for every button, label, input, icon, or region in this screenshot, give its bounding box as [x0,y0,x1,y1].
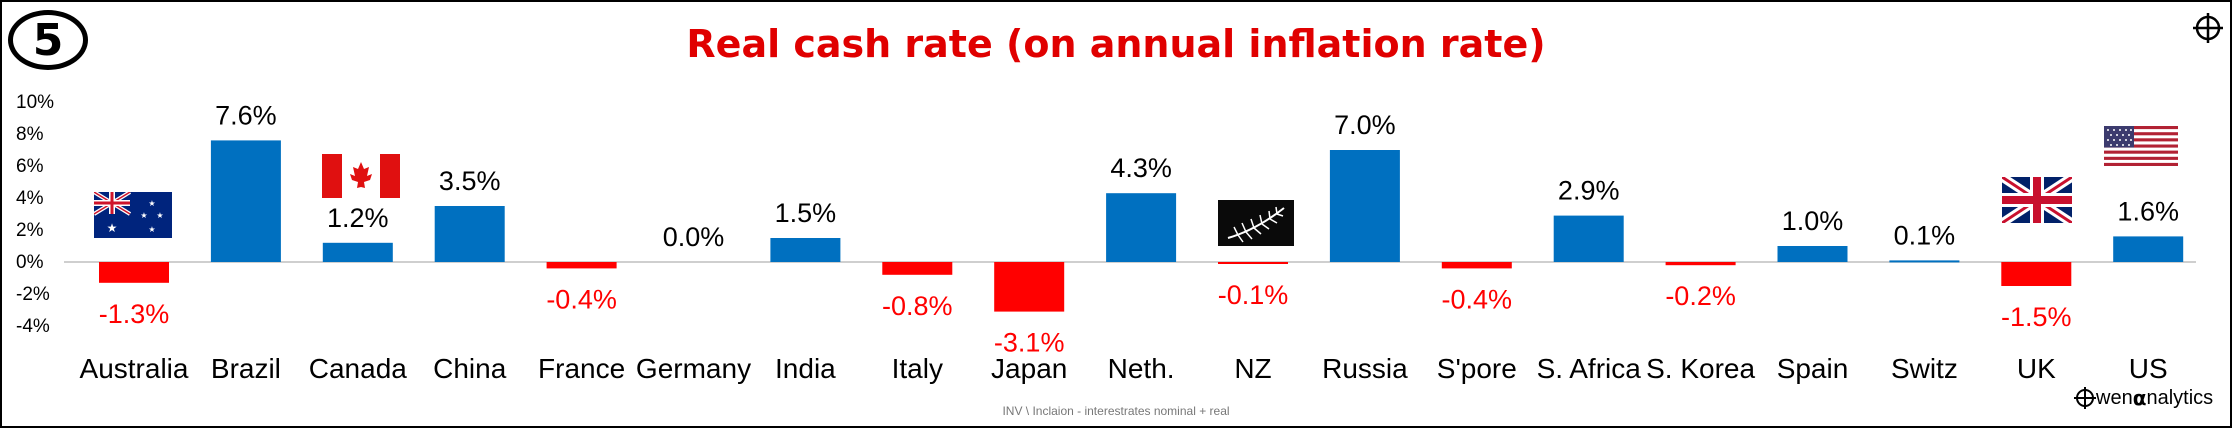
data-label: -0.4% [546,284,617,314]
data-label: 0.1% [1894,220,1956,250]
data-label: -0.1% [1218,280,1289,310]
category-label: S'pore [1437,353,1517,384]
y-tick-label: 6% [16,156,44,177]
data-label: -0.4% [1442,284,1513,314]
bar [2001,262,2072,286]
category-label: Switz [1891,353,1958,384]
bar [1665,262,1736,266]
us-flag-icon [2104,126,2178,166]
data-label: 1.6% [2117,196,2179,226]
data-label: -3.1% [994,328,1065,358]
y-tick-label: 10% [16,92,54,113]
category-label: S. Africa [1537,353,1642,384]
category-label: UK [2017,353,2056,384]
data-label: 4.3% [1110,153,1172,183]
data-label: -0.2% [1665,281,1736,311]
bar [99,262,169,283]
data-label: -0.8% [882,291,953,321]
svg-text:★: ★ [156,211,163,220]
brand-text-suffix: nalytics [2146,386,2214,409]
category-label: Spain [1777,353,1849,384]
bar [770,238,841,262]
australia-flag-icon: ★ ★ ★ ★ ★ [94,192,172,238]
bar [882,262,953,275]
y-tick-label: -2% [16,284,50,305]
svg-text:★: ★ [148,199,155,208]
data-label: 3.5% [439,166,501,196]
category-label: US [2129,353,2168,384]
category-label: Neth. [1108,353,1175,384]
data-label: 7.0% [1334,110,1396,140]
canada-flag-icon [322,154,400,198]
bar [1329,150,1400,262]
brand-alpha: α [2132,386,2147,410]
data-label: 1.2% [327,203,389,233]
category-label: France [538,353,625,384]
bar [322,242,393,262]
bar [210,140,281,262]
category-label: Brazil [211,353,281,384]
data-label: 2.9% [1558,176,1620,206]
category-label: India [775,353,836,384]
category-label: Germany [636,353,751,384]
category-label: Japan [991,353,1067,384]
bar [1553,215,1624,262]
y-tick-label: 4% [16,188,44,209]
bar [1106,193,1177,262]
category-label: China [433,353,507,384]
bar [1218,262,1288,264]
bar [2113,236,2184,262]
y-tick-label: -4% [16,316,50,337]
data-label: -1.5% [2001,302,2072,332]
new-zealand-fern-flag-icon [1218,200,1294,246]
y-tick-label: 2% [16,220,44,241]
data-label: 7.6% [215,100,277,130]
category-label: S. Korea [1646,353,1755,384]
brand-logo: wen α nalytics [2074,386,2213,410]
data-label: 1.0% [1782,206,1844,236]
data-label: 1.5% [775,198,837,228]
category-label: Australia [80,353,189,384]
svg-text:★: ★ [148,225,155,234]
bar [434,206,505,262]
y-tick-label: 0% [16,252,44,273]
bar [546,262,617,269]
category-label: Russia [1322,353,1408,384]
y-tick-label: 8% [16,124,44,145]
data-label: 0.0% [663,222,725,252]
crosshair-icon [2193,13,2223,43]
chart-title: Real cash rate (on annual inflation rate… [686,22,1546,66]
svg-text:★: ★ [107,221,118,235]
crosshair-icon [2074,387,2096,409]
data-label: -1.3% [99,299,170,329]
bar [1889,260,1960,263]
bar [1441,262,1512,269]
uk-flag-icon [2002,177,2072,223]
category-label: Italy [892,353,943,384]
brand-text-prefix: wen [2096,386,2133,409]
chart-number-badge: 5 [8,10,88,70]
bar [994,262,1065,312]
bar [1777,246,1848,262]
category-label: Canada [309,353,408,384]
category-label: NZ [1234,353,1271,384]
svg-text:★: ★ [140,211,147,220]
footer-source-note: INV \ Inclaion - interestrates nominal +… [1002,404,1230,418]
